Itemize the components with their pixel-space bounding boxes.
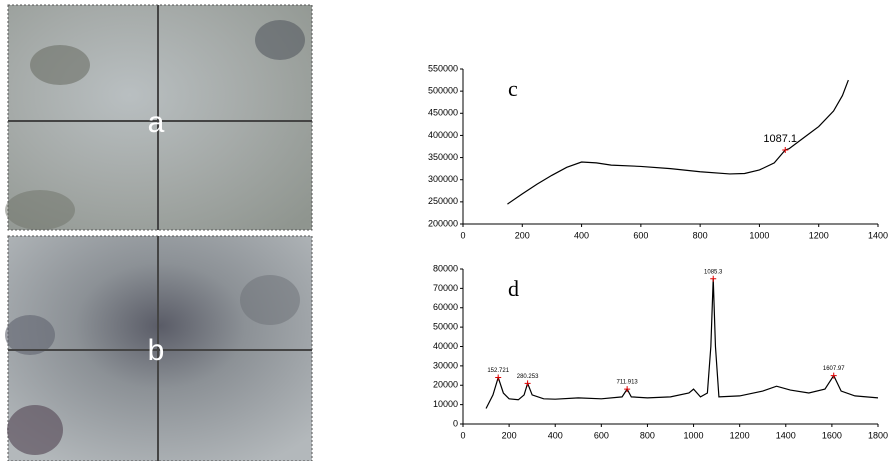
y-tick-label: 0 <box>453 418 458 428</box>
peak-marker <box>495 374 502 381</box>
peak-marker <box>710 275 717 282</box>
y-tick-label: 200000 <box>428 218 458 228</box>
x-tick-label: 400 <box>574 230 589 240</box>
y-tick-label: 10000 <box>433 399 458 409</box>
y-tick-label: 450000 <box>428 108 458 118</box>
x-tick-label: 200 <box>502 430 517 440</box>
x-tick-label: 1200 <box>809 230 829 240</box>
y-tick-label: 70000 <box>433 283 458 293</box>
peak-label: 1085.3 <box>704 269 723 275</box>
x-tick-label: 600 <box>633 230 648 240</box>
chart-label: d <box>508 276 519 301</box>
y-tick-label: 500000 <box>428 86 458 96</box>
y-tick-label: 40000 <box>433 341 458 351</box>
y-tick-label: 550000 <box>428 63 458 73</box>
x-tick-label: 1000 <box>684 430 704 440</box>
y-tick-label: 350000 <box>428 152 458 162</box>
spectrum-line <box>485 278 879 409</box>
peak-label: 1607.97 <box>823 366 845 372</box>
x-tick-label: 400 <box>548 430 563 440</box>
image-label: a <box>148 106 165 139</box>
x-tick-label: 1400 <box>868 230 888 240</box>
peak-label: 280.253 <box>517 374 539 380</box>
y-tick-label: 20000 <box>433 380 458 390</box>
peak-label: 711.913 <box>617 380 639 386</box>
y-tick-label: 250000 <box>428 196 458 206</box>
y-tick-label: 300000 <box>428 174 458 184</box>
x-tick-label: 800 <box>640 430 655 440</box>
spectrum-line <box>507 79 849 205</box>
x-tick-label: 200 <box>515 230 530 240</box>
y-tick-label: 80000 <box>433 263 458 273</box>
x-tick-label: 800 <box>693 230 708 240</box>
peak-label: 1087.1 <box>763 133 797 145</box>
y-tick-label: 400000 <box>428 130 458 140</box>
x-tick-label: 1000 <box>749 230 769 240</box>
image-label: b <box>148 334 165 367</box>
x-tick-label: 1600 <box>822 430 842 440</box>
x-tick-label: 1200 <box>730 430 750 440</box>
micrograph-a: a <box>5 4 313 231</box>
x-tick-label: 600 <box>594 430 609 440</box>
peak-marker <box>830 372 837 379</box>
peak-label: 152.721 <box>487 368 509 374</box>
x-tick-label: 0 <box>460 230 465 240</box>
y-tick-label: 30000 <box>433 360 458 370</box>
peak-marker <box>782 147 789 154</box>
x-tick-label: 0 <box>460 430 465 440</box>
y-tick-label: 60000 <box>433 302 458 312</box>
x-tick-label: 1800 <box>868 430 888 440</box>
y-tick-label: 50000 <box>433 322 458 332</box>
micrograph-b: b <box>5 235 313 461</box>
chart-label: c <box>508 76 518 101</box>
peak-marker <box>624 386 631 393</box>
x-tick-label: 1400 <box>776 430 796 440</box>
peak-marker <box>524 380 531 387</box>
